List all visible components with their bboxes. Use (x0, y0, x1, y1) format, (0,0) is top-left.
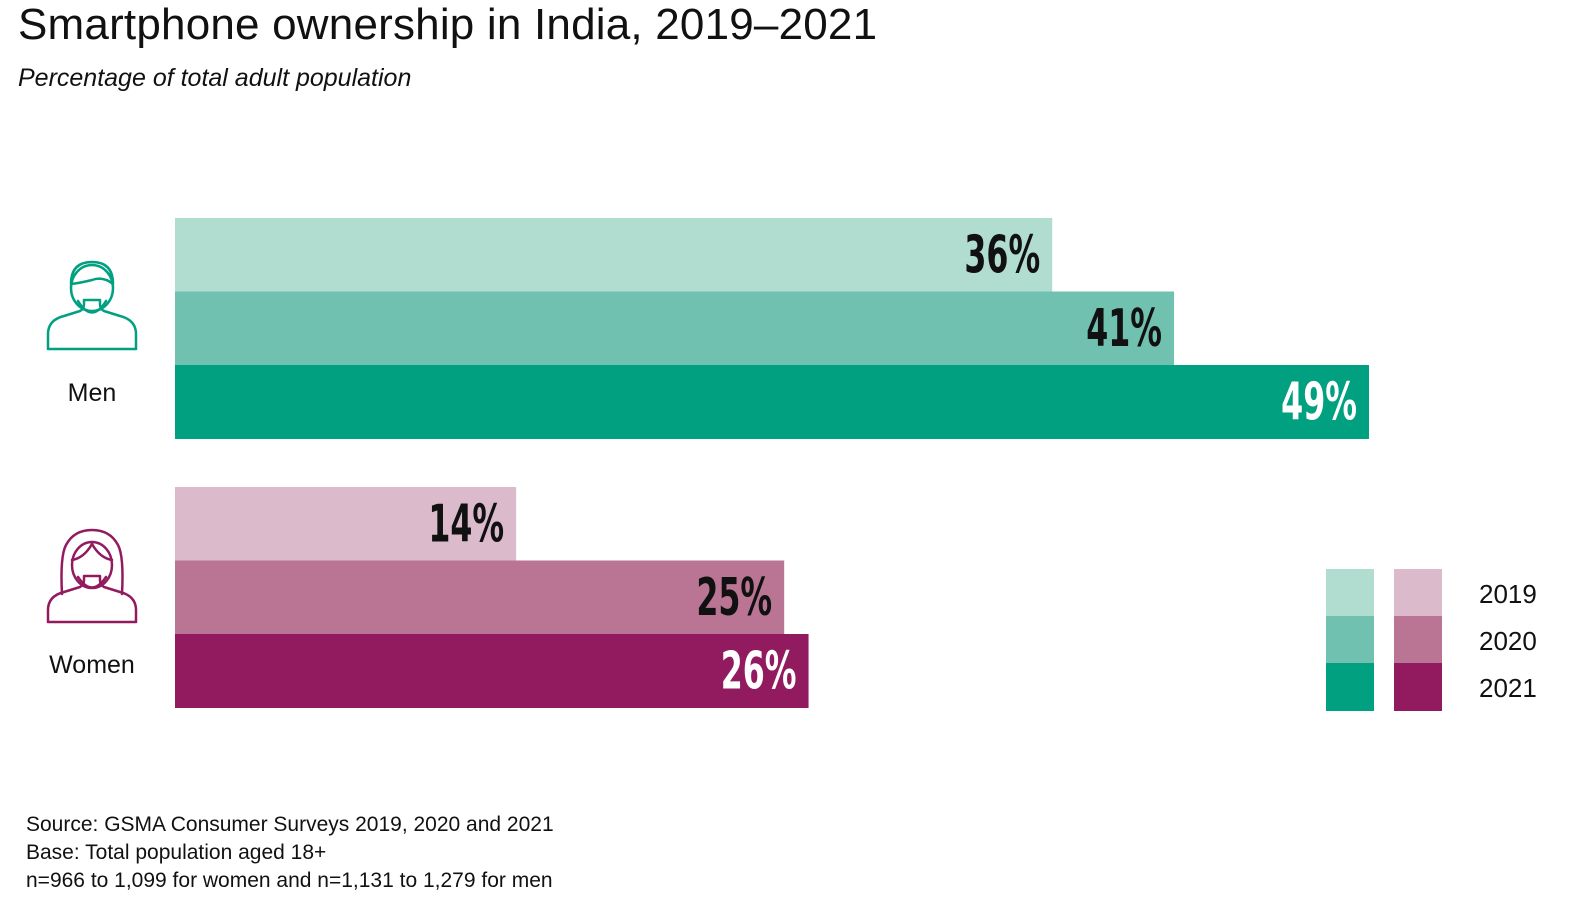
group-label-men: Men (68, 379, 117, 407)
legend-swatch-women-2021 (1394, 663, 1442, 711)
legend-swatch-women-2019 (1394, 569, 1442, 616)
bar-women-2020 (175, 560, 785, 635)
bar-women-2021 (175, 634, 809, 708)
value-label-women-2019: 14% (428, 495, 504, 555)
source-note: Source: GSMA Consumer Surveys 2019, 2020… (26, 813, 554, 836)
chart-subtitle: Percentage of total adult population (18, 64, 412, 92)
legend-swatch-men-2019 (1326, 569, 1374, 616)
value-label-women-2021: 26% (721, 642, 797, 702)
legend-swatch-men-2021 (1326, 663, 1374, 711)
value-label-women-2020: 25% (696, 568, 772, 628)
legend: 2019 2020 2021 (1326, 569, 1537, 711)
sample-note: n=966 to 1,099 for women and n=1,131 to … (26, 869, 553, 892)
legend-label-2020: 2020 (1479, 626, 1537, 656)
bar-men-2021 (175, 365, 1369, 439)
group-label-women: Women (49, 651, 135, 679)
base-note: Base: Total population aged 18+ (26, 841, 327, 864)
bar-men-2019 (175, 218, 1053, 292)
legend-swatch-women-2020 (1394, 616, 1442, 663)
value-label-men-2019: 36% (964, 226, 1040, 286)
bar-women-2019 (175, 487, 517, 561)
legend-swatch-men-2020 (1326, 616, 1374, 663)
value-label-men-2021: 49% (1281, 373, 1357, 433)
bar-men-2020 (175, 291, 1175, 366)
chart-footer: Source: GSMA Consumer Surveys 2019, 2020… (26, 811, 554, 895)
legend-label-2021: 2021 (1479, 673, 1537, 703)
bars-layer: 36% 41% 49% 14% 25% 26% (175, 218, 1369, 708)
woman-icon (46, 528, 138, 624)
chart-title: Smartphone ownership in India, 2019–2021 (18, 0, 878, 49)
legend-label-2019: 2019 (1479, 579, 1537, 609)
value-label-men-2020: 41% (1086, 299, 1162, 359)
man-icon (46, 260, 138, 351)
